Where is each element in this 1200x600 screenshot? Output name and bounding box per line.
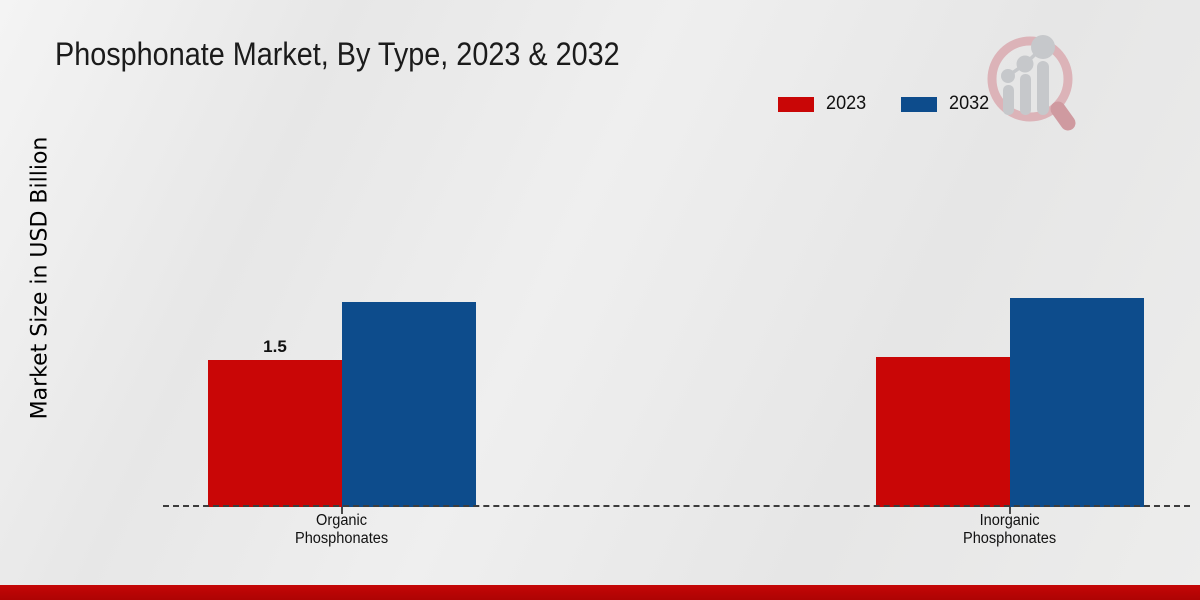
legend-item-2032: 2032 [901, 93, 990, 115]
category-label-organic-phosphonates: Organic Phosphonates [295, 512, 389, 547]
legend: 2023 2032 [778, 93, 991, 115]
legend-label-2032: 2032 [949, 93, 990, 114]
chart-title: Phosphonate Market, By Type, 2023 & 2032 [55, 36, 620, 72]
bar-2023-organic-phosphonates [208, 360, 342, 507]
footer-accent-bar [0, 585, 1200, 600]
x-axis-tick-inorganic-phosphonates [1009, 507, 1011, 514]
x-axis-baseline [163, 505, 1190, 507]
category-label-inorganic-phosphonates: Inorganic Phosphonates [963, 512, 1057, 547]
legend-swatch-2023 [778, 96, 814, 112]
magnifier-bar-chart-logo-icon [987, 35, 1076, 131]
x-axis-tick-organic-phosphonates [341, 507, 343, 514]
bar-2023-inorganic-phosphonates [876, 357, 1010, 507]
bar-2032-organic-phosphonates [342, 302, 476, 507]
legend-item-2023: 2023 [778, 93, 867, 115]
bar-2032-inorganic-phosphonates [1010, 298, 1144, 507]
legend-swatch-2032 [901, 96, 938, 112]
bar-value-label: 1.5 [263, 337, 287, 356]
legend-label-2023: 2023 [826, 93, 867, 114]
